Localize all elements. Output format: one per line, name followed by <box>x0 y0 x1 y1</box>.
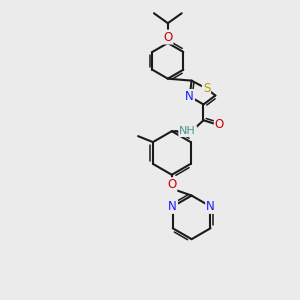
Text: O: O <box>167 178 176 191</box>
Text: N: N <box>206 200 215 213</box>
Text: S: S <box>203 82 210 95</box>
Text: N: N <box>185 90 194 103</box>
Text: O: O <box>215 118 224 131</box>
Text: O: O <box>163 31 172 44</box>
Text: N: N <box>168 200 177 213</box>
Text: NH: NH <box>179 126 196 136</box>
